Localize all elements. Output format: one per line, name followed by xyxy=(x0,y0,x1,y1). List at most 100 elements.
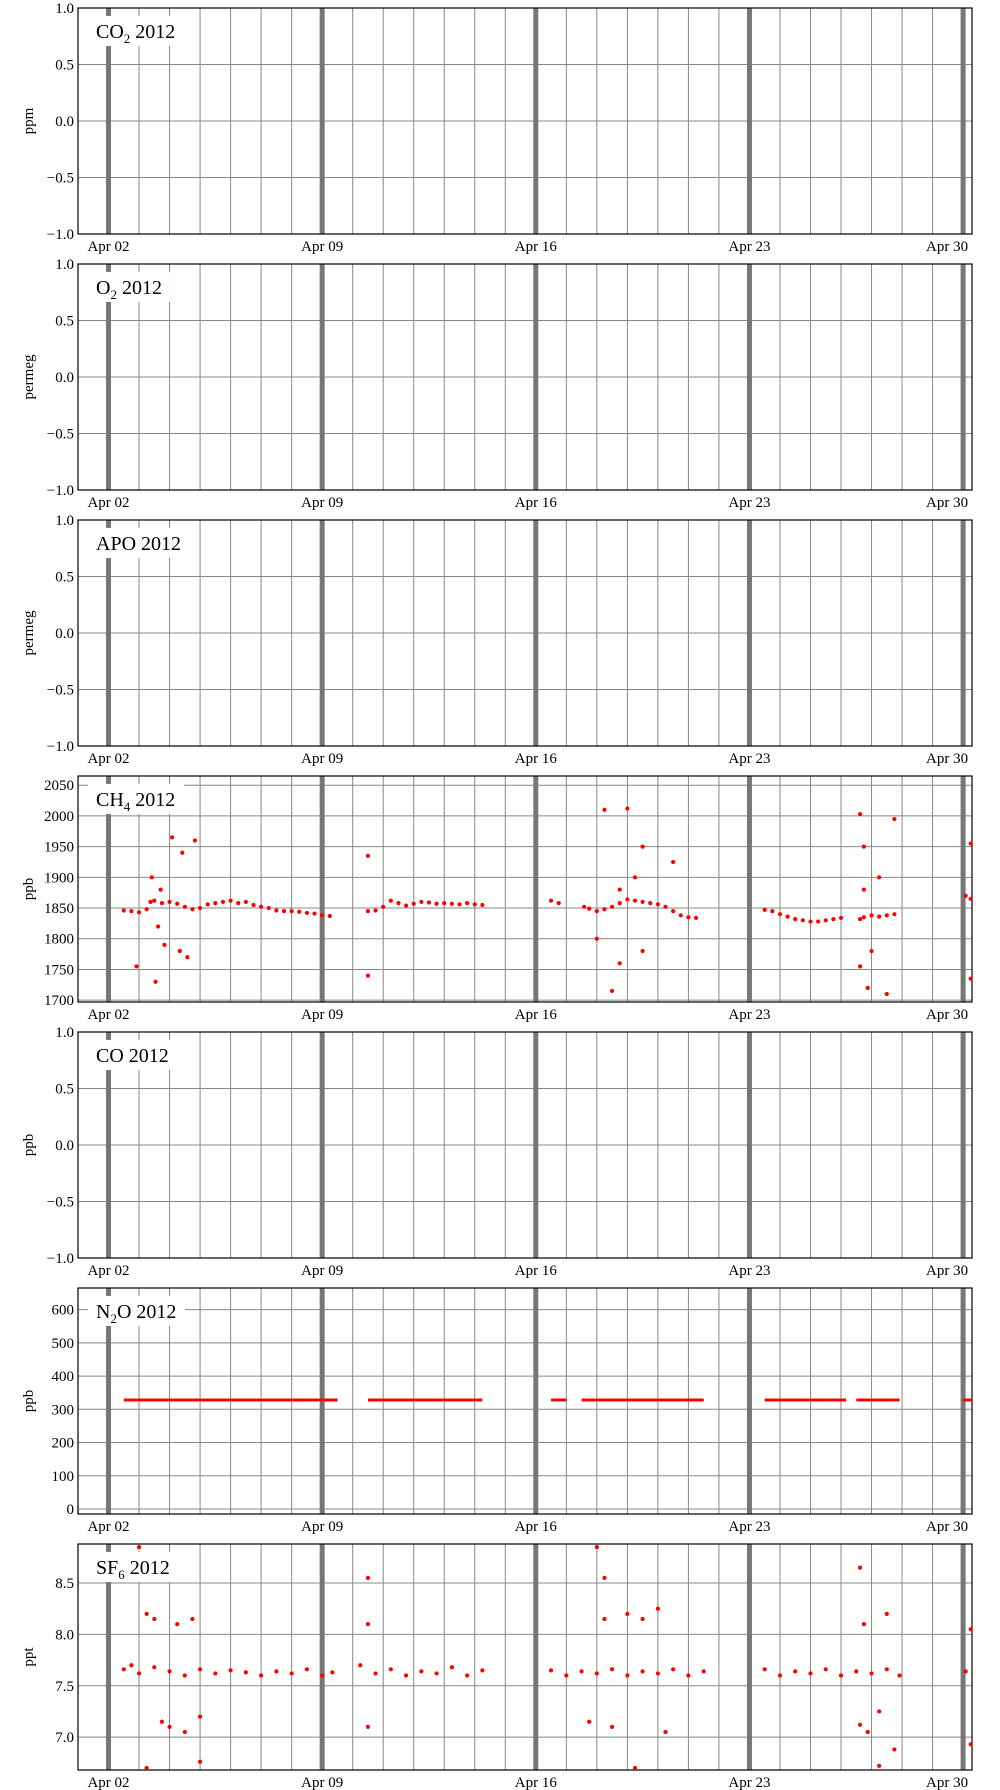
data-point xyxy=(548,898,554,903)
data-point xyxy=(426,900,432,905)
x-tick-label: Apr 02 xyxy=(87,239,129,255)
data-point xyxy=(304,1667,310,1672)
panel-3: −1.0 −0.5 0.0 0.5 1.0 Apr 02 Apr 09 Apr 16 Apr 2… xyxy=(21,513,973,767)
data-point xyxy=(625,806,630,811)
y-tick-label: 1.0 xyxy=(55,513,74,529)
title-main: SF xyxy=(96,1557,118,1579)
data-point xyxy=(152,1665,157,1670)
data-point xyxy=(396,901,401,906)
y-tick-label: 400 xyxy=(52,1369,75,1385)
y-tick-label: 0.0 xyxy=(55,626,74,642)
data-point xyxy=(243,899,248,904)
y-tick-label: −1.0 xyxy=(47,739,74,755)
x-tick-label: Apr 30 xyxy=(926,1519,968,1535)
data-point xyxy=(625,897,630,902)
x-tick-label: Apr 09 xyxy=(301,1775,343,1790)
data-point xyxy=(582,904,587,909)
x-tick-label: Apr 23 xyxy=(728,1263,770,1279)
title-background xyxy=(88,1296,185,1326)
data-point xyxy=(884,991,889,997)
panel-1: −1.0 −0.5 0.0 0.5 1.0 Apr 02 Apr 09 Apr 16 Apr 2… xyxy=(21,1,973,255)
data-point xyxy=(671,909,676,914)
data-point xyxy=(197,905,203,911)
data-point xyxy=(968,841,973,846)
data-point xyxy=(857,811,863,817)
data-point xyxy=(861,1622,867,1627)
data-point xyxy=(640,948,645,954)
data-point xyxy=(365,1622,371,1627)
data-point xyxy=(671,1667,676,1672)
data-point xyxy=(170,835,175,840)
data-point xyxy=(182,1673,187,1678)
plot-frame xyxy=(77,519,973,747)
x-tick-label: Apr 30 xyxy=(926,751,968,767)
data-point xyxy=(365,909,371,914)
data-point xyxy=(213,1671,218,1676)
data-point xyxy=(793,1669,798,1674)
data-point xyxy=(892,816,897,822)
data-point xyxy=(602,807,607,812)
x-tick-label: Apr 23 xyxy=(728,751,770,767)
data-point xyxy=(358,1663,363,1668)
data-point xyxy=(610,1724,615,1729)
y-tick-label: 0.0 xyxy=(55,370,74,386)
y-tick-label: 1900 xyxy=(44,870,74,886)
data-point xyxy=(289,1671,294,1676)
data-point xyxy=(156,924,161,929)
x-tick-label: Apr 16 xyxy=(515,1775,558,1790)
data-point xyxy=(617,887,622,892)
title-subscript: 2 xyxy=(110,1311,117,1326)
x-tick-label: Apr 16 xyxy=(515,1263,558,1279)
data-point xyxy=(564,1673,569,1678)
data-point xyxy=(205,902,210,907)
data-point xyxy=(587,906,592,911)
data-point xyxy=(857,916,863,922)
data-point xyxy=(785,914,790,919)
data-point xyxy=(449,1665,454,1670)
data-point xyxy=(808,1671,813,1676)
data-point xyxy=(632,898,638,903)
x-tick-label: Apr 02 xyxy=(87,1263,129,1279)
data-point xyxy=(617,901,622,906)
panel-title: APO 2012 xyxy=(96,533,181,555)
y-tick-label: 1800 xyxy=(44,932,74,948)
data-point xyxy=(602,907,607,912)
data-point xyxy=(312,911,317,916)
title-main: CH xyxy=(96,789,124,811)
data-point xyxy=(144,1611,149,1616)
data-point xyxy=(877,875,882,880)
data-point xyxy=(861,915,867,920)
data-point xyxy=(251,902,256,908)
panel-title: O2 2012 xyxy=(96,277,162,302)
title-background xyxy=(88,272,170,302)
data-point xyxy=(136,910,142,915)
y-tick-label: 8.0 xyxy=(55,1627,74,1643)
x-tick-label: Apr 09 xyxy=(301,751,343,767)
data-point xyxy=(869,948,874,954)
data-point xyxy=(449,901,454,906)
title-rest: 2012 xyxy=(130,789,175,811)
x-tick-label: Apr 09 xyxy=(301,495,343,511)
data-point xyxy=(617,961,622,966)
data-point xyxy=(671,859,676,865)
data-point xyxy=(411,901,416,906)
data-point xyxy=(152,1616,157,1622)
data-point xyxy=(556,901,561,906)
data-point xyxy=(625,1673,630,1678)
panel-2: −1.0 −0.5 0.0 0.5 1.0 Apr 02 Apr 09 Apr 16 Apr 2… xyxy=(21,257,973,511)
data-point xyxy=(419,1669,424,1674)
data-point xyxy=(963,1669,968,1674)
plot-frame xyxy=(77,775,973,1003)
data-point xyxy=(327,913,332,919)
data-point xyxy=(289,909,294,914)
data-point xyxy=(190,907,195,912)
data-point xyxy=(121,1667,126,1672)
y-tick-label: 1950 xyxy=(44,840,74,856)
data-point xyxy=(148,899,153,904)
data-point xyxy=(897,1673,902,1678)
y-tick-label: 0 xyxy=(67,1502,75,1518)
data-point xyxy=(663,904,668,909)
title-subscript: 4 xyxy=(124,799,131,814)
data-point xyxy=(442,901,447,906)
